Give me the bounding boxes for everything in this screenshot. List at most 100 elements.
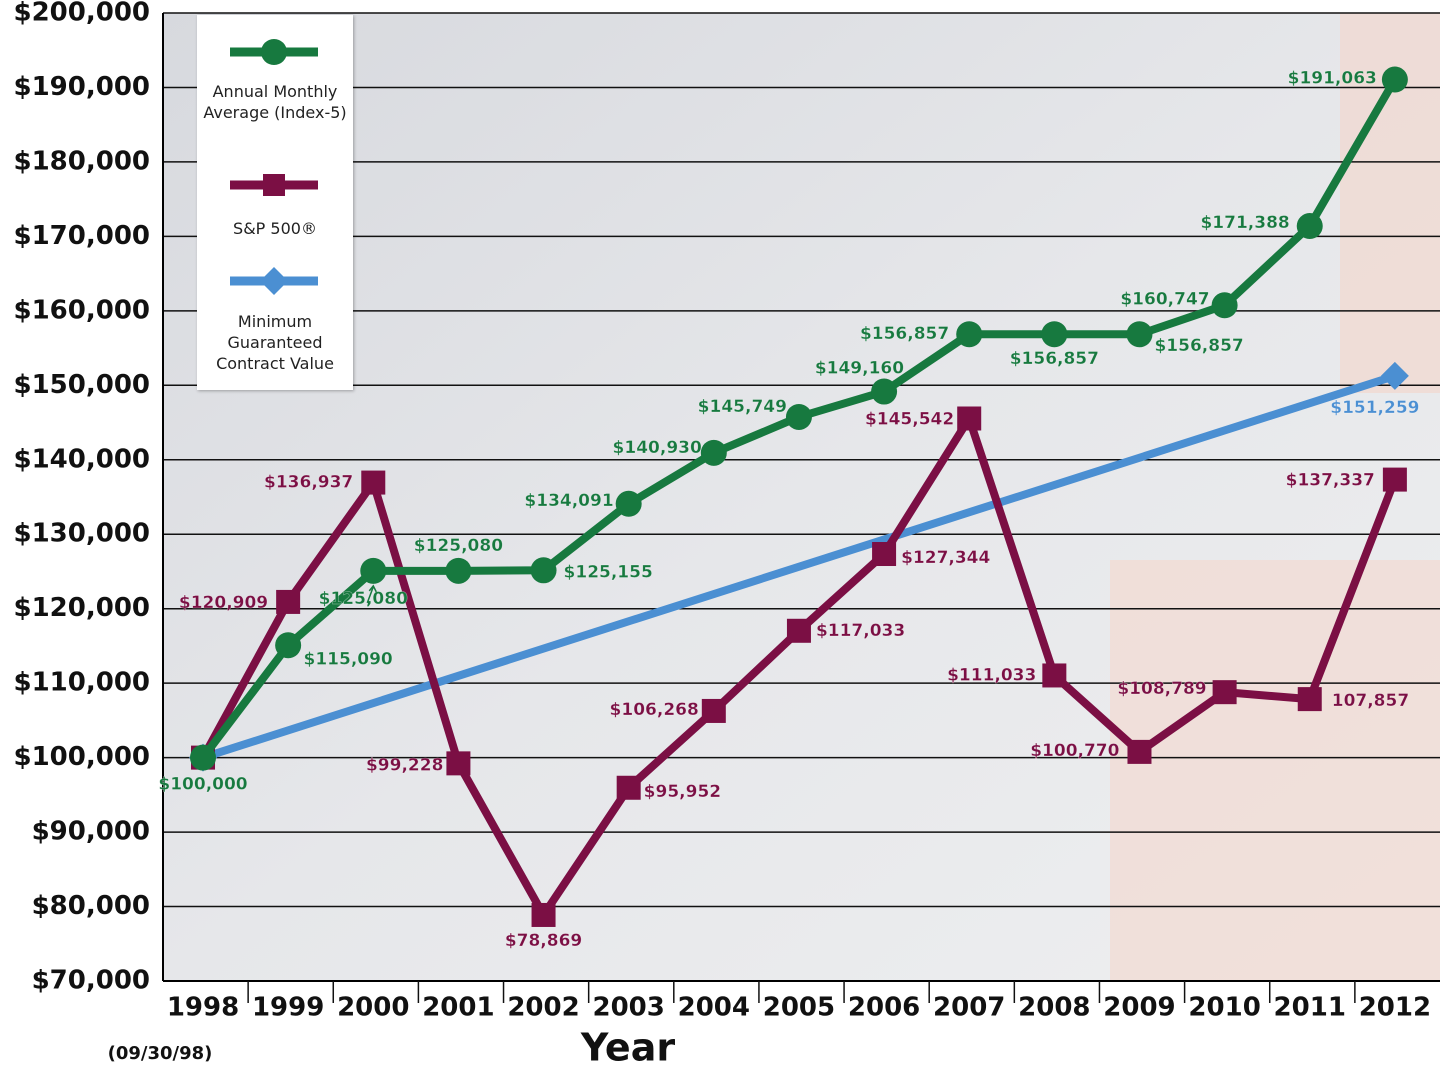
data-label: $145,542 (865, 410, 954, 430)
point (871, 378, 898, 405)
legend-label: S&P 500® (233, 219, 317, 238)
data-label: $125,155 (564, 562, 653, 582)
series: $120,909 $136,937 $99,228 $78,869 $95,952 $10… (179, 406, 1409, 951)
x-tick-label: 2003 (592, 993, 664, 1023)
point (786, 618, 811, 643)
data-label: $125,080 (414, 536, 503, 556)
point (446, 751, 471, 776)
data-label: $100,770 (1030, 741, 1119, 761)
note: (09/30/98) (108, 1043, 213, 1064)
x-axis-title: Year (580, 1026, 675, 1068)
data-label: $156,857 (1154, 336, 1243, 356)
x-tick-label: 1999 (252, 993, 324, 1023)
x-tick-label: 2006 (848, 993, 920, 1023)
legend-marker (261, 39, 287, 65)
legend: Annual Monthly Average (Index-5) S&P 500… (197, 15, 353, 390)
y-tick-label: $150,000 (13, 370, 150, 400)
y-tick-label: $90,000 (32, 817, 150, 847)
point (531, 902, 556, 927)
data-label: $78,869 (505, 931, 582, 951)
data-label: $127,344 (901, 548, 990, 568)
x-tick-label: 2010 (1188, 993, 1260, 1023)
x-tick-label: 2000 (337, 993, 409, 1023)
data-label: $160,747 (1120, 289, 1209, 309)
y-tick-label: $120,000 (13, 593, 150, 623)
data-label: $95,952 (644, 782, 721, 802)
legend-label: Minimum Guaranteed Contract Value (216, 312, 334, 373)
data-label: $108,789 (1117, 679, 1206, 699)
point (1211, 292, 1238, 319)
data-label: 107,857 (1332, 691, 1409, 711)
point (1382, 467, 1407, 492)
x-tick-label: 2011 (1274, 993, 1346, 1023)
data-label: $140,930 (613, 438, 702, 458)
legend-label: Annual Monthly Average (Index-5) (203, 82, 347, 122)
y-tick-label: $110,000 (13, 668, 150, 698)
y-tick-label: $160,000 (13, 295, 150, 325)
point (1126, 321, 1153, 348)
point (1381, 66, 1408, 93)
legend-marker (263, 174, 285, 196)
x-tick-label: 2012 (1359, 993, 1431, 1023)
y-tick-label: $190,000 (13, 72, 150, 102)
point (275, 632, 302, 659)
point (1212, 680, 1237, 705)
y-tick-label: $170,000 (13, 221, 150, 251)
point (616, 775, 641, 800)
x-tick-label: 2008 (1018, 993, 1090, 1023)
point (701, 698, 726, 723)
x-tick-label: 2009 (1103, 993, 1175, 1023)
data-label: $171,388 (1200, 213, 1289, 233)
data-label: $137,337 (1286, 471, 1375, 491)
x-tick-label: 2002 (507, 993, 579, 1023)
point (1380, 361, 1409, 390)
data-label: $156,857 (1010, 349, 1099, 369)
series: $100,000 $115,090 $125,080 $125,080 $125,155… (158, 66, 1408, 795)
data-label: $191,063 (1288, 69, 1377, 89)
data-label: $156,857 (860, 324, 949, 344)
label-arrow (366, 584, 377, 604)
point (956, 321, 983, 348)
point (360, 557, 387, 584)
point (1127, 739, 1152, 764)
point (700, 439, 727, 466)
data-label: $99,228 (366, 755, 443, 775)
y-tick-label: $80,000 (32, 891, 150, 921)
y-tick-label: $100,000 (13, 742, 150, 772)
y-tick-label: $130,000 (13, 519, 150, 549)
data-label: $100,000 (158, 775, 247, 795)
point (785, 403, 812, 430)
y-tick-label: $140,000 (13, 444, 150, 474)
point (190, 744, 217, 771)
x-tick-label: 2004 (678, 993, 750, 1023)
data-label: $117,033 (816, 621, 905, 641)
data-label: $111,033 (947, 665, 1036, 685)
point (615, 490, 642, 517)
data-label: $151,259 (1330, 398, 1419, 418)
x-tick-label: 2007 (933, 993, 1005, 1023)
point (276, 589, 301, 614)
point (445, 557, 472, 584)
data-label: $145,749 (698, 397, 787, 417)
y-tick-label: $180,000 (13, 146, 150, 176)
data-label: $106,268 (610, 700, 699, 720)
data-label: $149,160 (815, 359, 904, 379)
data-label: $136,937 (264, 473, 353, 493)
x-tick-label: 2005 (763, 993, 835, 1023)
legend-icons (230, 39, 318, 295)
flag-stripe (1110, 560, 1440, 980)
data-label: $115,090 (304, 649, 393, 669)
point (957, 406, 982, 431)
x-tick-label: 2001 (422, 993, 494, 1023)
legend-marker (260, 267, 288, 295)
point (1297, 687, 1322, 712)
data-label: $125,080 (319, 589, 408, 609)
point (1041, 321, 1068, 348)
series-line (201, 372, 1397, 762)
data-label: $120,909 (179, 593, 268, 613)
x-tick-label: 1998 (167, 993, 239, 1023)
point (1296, 213, 1323, 240)
point (1042, 663, 1067, 688)
